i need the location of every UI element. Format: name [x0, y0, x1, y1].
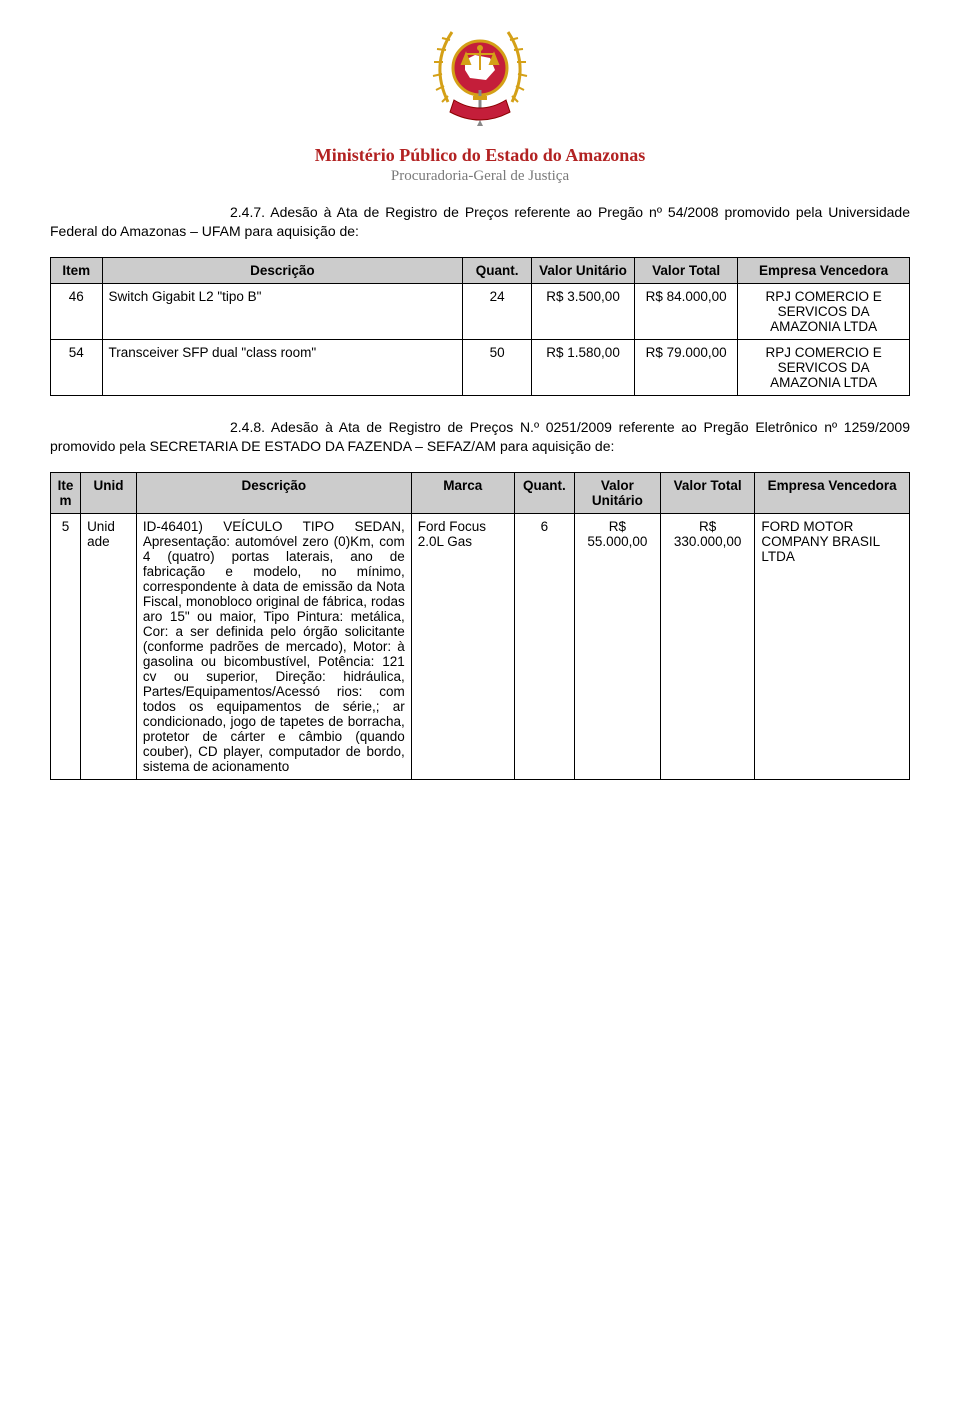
- th-item: Item: [51, 257, 103, 283]
- cell-valor-u: R$ 3.500,00: [532, 283, 635, 339]
- cell-empresa: RPJ COMERCIO E SERVICOS DA AMAZONIA LTDA: [738, 283, 910, 339]
- cell-item: 46: [51, 283, 103, 339]
- th-empresa: Empresa Vencedora: [738, 257, 910, 283]
- th-quant: Quant.: [463, 257, 532, 283]
- th-marca: Marca: [411, 472, 514, 513]
- th-unid: Unid: [81, 472, 137, 513]
- cell-valor-u: R$ 1.580,00: [532, 339, 635, 395]
- cell-quant: 50: [463, 339, 532, 395]
- table-248-head: Ite m Unid Descrição Marca Quant. Valor …: [51, 472, 910, 513]
- th-desc: Descrição: [136, 472, 411, 513]
- th-valor-u: Valor Unitário: [574, 472, 660, 513]
- cell-quant: 6: [514, 513, 574, 779]
- cell-item: 5: [51, 513, 81, 779]
- th-empresa: Empresa Vencedora: [755, 472, 910, 513]
- th-desc: Descrição: [102, 257, 463, 283]
- table-row: 46 Switch Gigabit L2 "tipo B" 24 R$ 3.50…: [51, 283, 910, 339]
- cell-valor-t: R$ 79.000,00: [635, 339, 738, 395]
- cell-unid: Unid ade: [81, 513, 137, 779]
- cell-valor-t: R$ 330.000,00: [660, 513, 754, 779]
- table-row: 54 Transceiver SFP dual "class room" 50 …: [51, 339, 910, 395]
- cell-empresa: RPJ COMERCIO E SERVICOS DA AMAZONIA LTDA: [738, 339, 910, 395]
- table-247-head: Item Descrição Quant. Valor Unitário Val…: [51, 257, 910, 283]
- paragraph-248: 2.4.8. Adesão à Ata de Registro de Preço…: [50, 418, 910, 456]
- cell-desc: Transceiver SFP dual "class room": [102, 339, 463, 395]
- cell-empresa: FORD MOTOR COMPANY BRASIL LTDA: [755, 513, 910, 779]
- th-valor-t: Valor Total: [635, 257, 738, 283]
- cell-valor-u: R$ 55.000,00: [574, 513, 660, 779]
- cell-desc: Switch Gigabit L2 "tipo B": [102, 283, 463, 339]
- table-248: Ite m Unid Descrição Marca Quant. Valor …: [50, 472, 910, 780]
- paragraph-247: 2.4.7. Adesão à Ata de Registro de Preço…: [50, 203, 910, 241]
- th-valor-u: Valor Unitário: [532, 257, 635, 283]
- cell-marca: Ford Focus 2.0L Gas: [411, 513, 514, 779]
- document-header: Ministério Público do Estado do Amazonas…: [50, 20, 910, 185]
- table-row: 5 Unid ade ID-46401) VEÍCULO TIPO SEDAN,…: [51, 513, 910, 779]
- cell-quant: 24: [463, 283, 532, 339]
- th-valor-t: Valor Total: [660, 472, 754, 513]
- cell-desc: ID-46401) VEÍCULO TIPO SEDAN, Apresentaç…: [136, 513, 411, 779]
- cell-valor-t: R$ 84.000,00: [635, 283, 738, 339]
- ministry-title: Ministério Público do Estado do Amazonas: [50, 145, 910, 166]
- ministry-subtitle: Procuradoria-Geral de Justiça: [50, 168, 910, 185]
- cell-item: 54: [51, 339, 103, 395]
- th-item: Ite m: [51, 472, 81, 513]
- th-quant: Quant.: [514, 472, 574, 513]
- brasao-logo: [420, 20, 540, 133]
- table-247: Item Descrição Quant. Valor Unitário Val…: [50, 257, 910, 396]
